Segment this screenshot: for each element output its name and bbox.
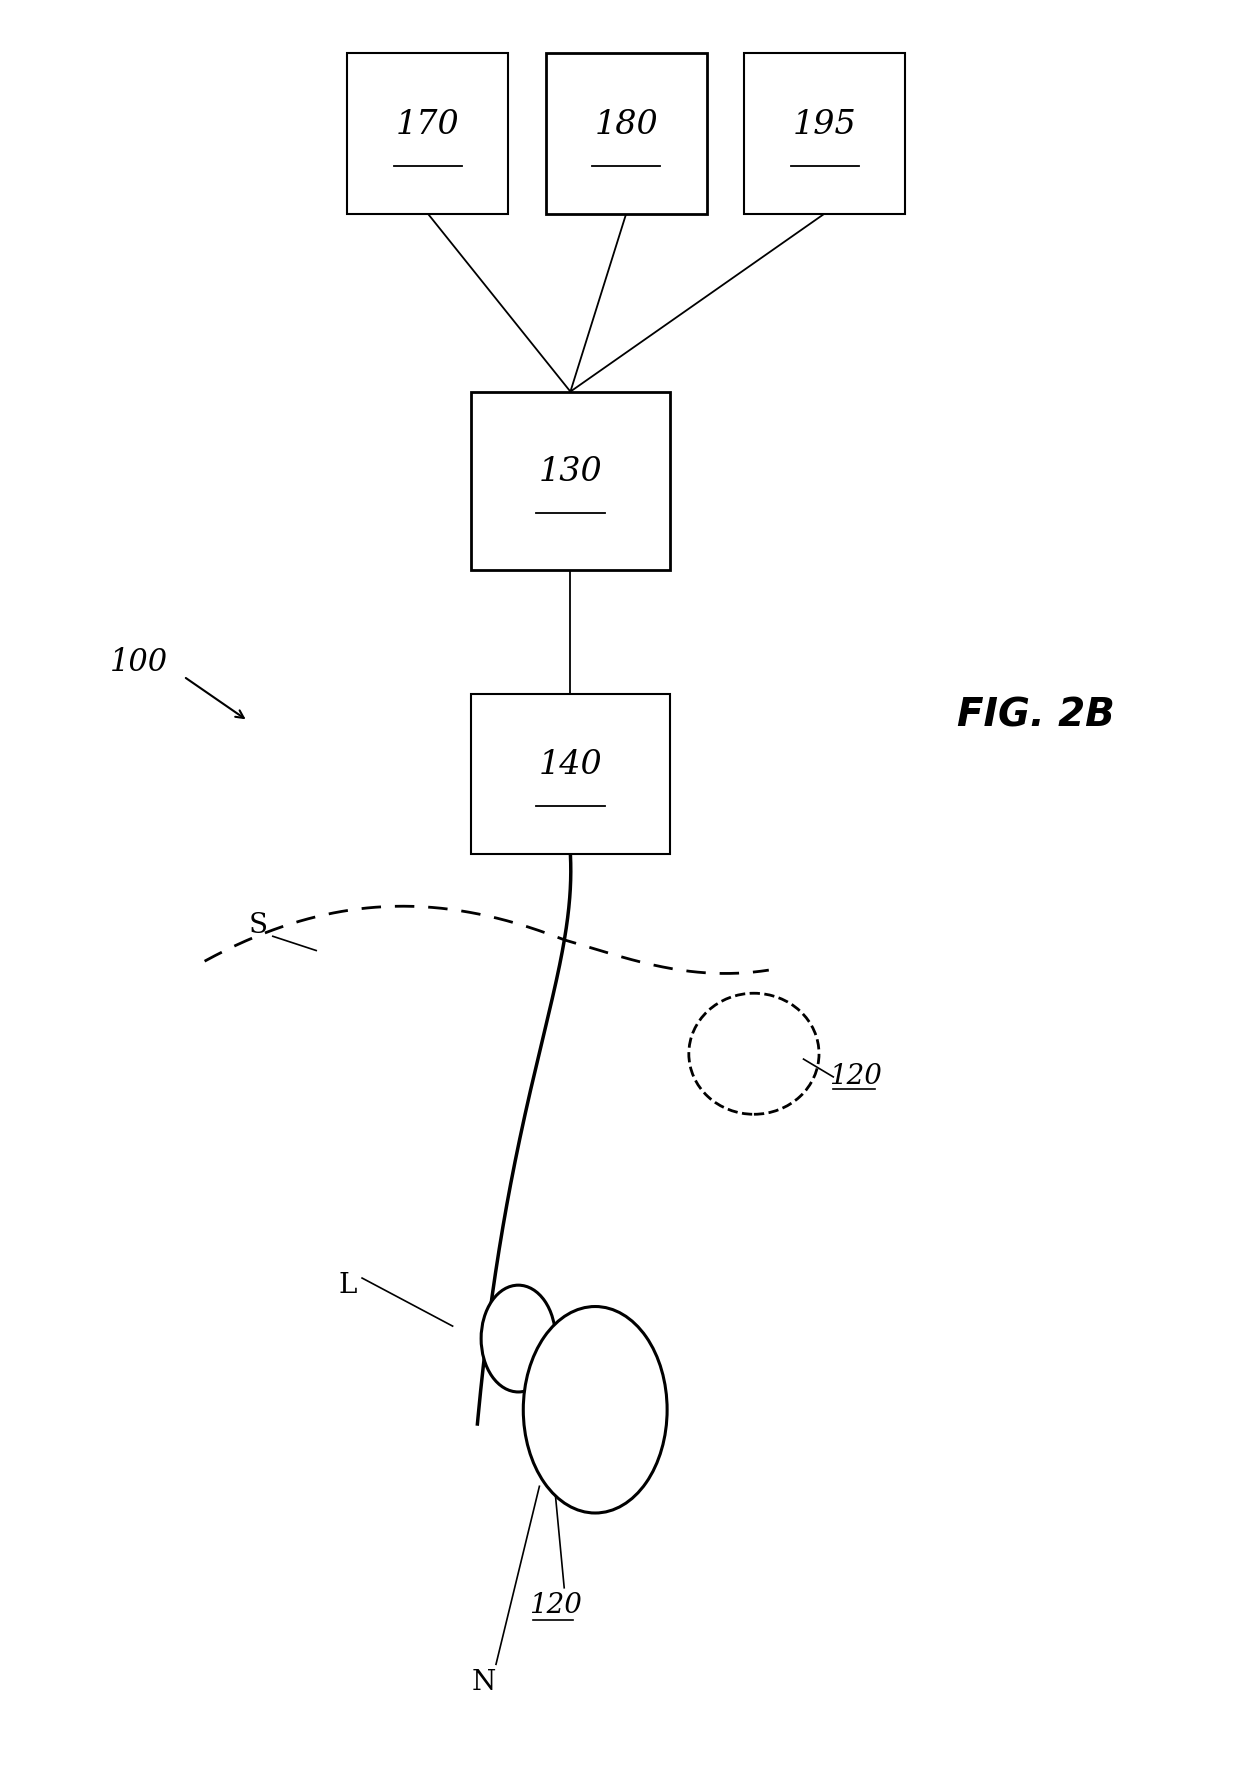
FancyBboxPatch shape xyxy=(744,53,905,214)
Text: 140: 140 xyxy=(538,749,603,781)
FancyBboxPatch shape xyxy=(347,53,508,214)
Circle shape xyxy=(481,1285,556,1392)
Text: 120: 120 xyxy=(529,1591,582,1620)
Text: 195: 195 xyxy=(792,109,857,141)
Circle shape xyxy=(523,1307,667,1513)
FancyBboxPatch shape xyxy=(471,694,670,854)
Text: 170: 170 xyxy=(396,109,460,141)
Text: L: L xyxy=(339,1271,356,1299)
Text: 130: 130 xyxy=(538,456,603,488)
Text: S: S xyxy=(248,911,268,940)
Text: 100: 100 xyxy=(110,646,167,678)
Text: FIG. 2B: FIG. 2B xyxy=(956,696,1115,735)
FancyBboxPatch shape xyxy=(471,392,670,570)
Text: 180: 180 xyxy=(594,109,658,141)
Ellipse shape xyxy=(688,993,818,1114)
Text: N: N xyxy=(471,1668,496,1696)
Text: 120: 120 xyxy=(830,1063,882,1091)
FancyBboxPatch shape xyxy=(546,53,707,214)
